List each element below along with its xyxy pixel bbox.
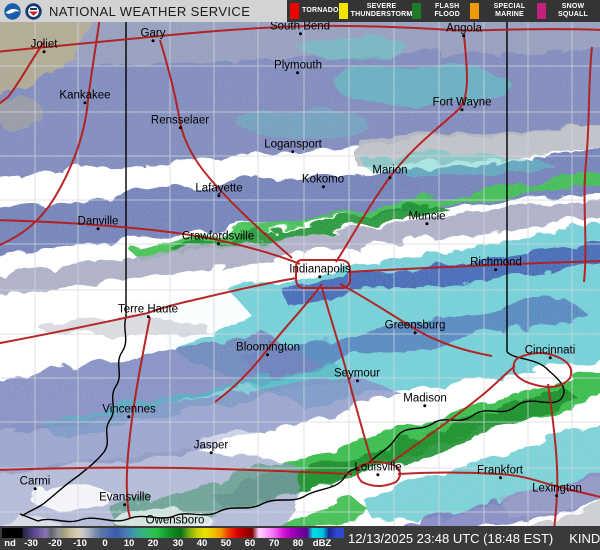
warning-legend-item: SNOW SQUALL bbox=[537, 3, 597, 19]
colorbar-tick-70: 70 bbox=[268, 538, 280, 549]
warning-label: SEVERE THUNDERSTORM bbox=[350, 2, 413, 18]
highway-i75 bbox=[547, 383, 559, 526]
warning-label: SPECIAL MARINE bbox=[493, 2, 526, 18]
state-borders bbox=[19, 22, 565, 523]
highway-i65-south bbox=[321, 287, 373, 463]
highway-i74-southeast bbox=[339, 283, 493, 357]
wabash-river-border bbox=[21, 316, 127, 517]
reflectivity-colorbar bbox=[2, 528, 344, 538]
highway-i57 bbox=[0, 22, 101, 246]
highway-sr37 bbox=[214, 283, 323, 403]
warning-color-swatch bbox=[469, 3, 479, 19]
status-bar: nd -30 -20 -10 0 10 20 30 40 50 60 70 80 dBZ 12/13/20… bbox=[0, 526, 600, 550]
colorbar-tick-10: 10 bbox=[123, 538, 135, 549]
colorbar-tick--30: -30 bbox=[24, 538, 38, 549]
warning-label: TORNADO bbox=[302, 6, 339, 14]
highways bbox=[0, 22, 600, 526]
colorbar-tick-60: 60 bbox=[244, 538, 256, 549]
colorbar-tick-30: 30 bbox=[172, 538, 184, 549]
warning-legend-item: TORNADO bbox=[290, 3, 339, 19]
highway-i64-west bbox=[0, 466, 353, 475]
highway-i74-west bbox=[0, 219, 301, 265]
header-bar: NATIONAL WEATHER SERVICE TORNADO SEVERE … bbox=[0, 0, 600, 22]
warning-color-swatch bbox=[412, 3, 422, 19]
ohio-river-border bbox=[19, 351, 565, 523]
highway-louisville-beltway bbox=[356, 461, 401, 487]
colorbar-tick-nd: nd bbox=[4, 538, 16, 549]
radar-map[interactable]: Joliet Gary South Bend Angola Plymouth Kankak… bbox=[0, 22, 600, 526]
colorbar-tick--20: -20 bbox=[48, 538, 62, 549]
colorbar-ticks: nd -30 -20 -10 0 10 20 30 40 50 60 70 80 dBZ bbox=[2, 538, 348, 549]
warning-color-swatch bbox=[338, 3, 348, 19]
warning-color-swatch bbox=[290, 3, 299, 19]
warning-label: SNOW SQUALL bbox=[558, 2, 588, 18]
colorbar-tick-dBZ: dBZ bbox=[312, 538, 332, 549]
highway-i70-west bbox=[0, 277, 298, 345]
highway-i64-east bbox=[397, 471, 600, 498]
highway-us41 bbox=[125, 316, 151, 519]
warning-label: FLASH FLOOD bbox=[434, 2, 460, 18]
colorbar-tick-0: 0 bbox=[102, 538, 108, 549]
agency-title: NATIONAL WEATHER SERVICE bbox=[49, 3, 251, 19]
highway-i65-north bbox=[159, 39, 293, 259]
highway-cincinnati-beltway bbox=[512, 352, 573, 388]
warning-legend-item: FLASH FLOOD bbox=[412, 3, 470, 19]
radar-station-id: KIND bbox=[569, 530, 600, 546]
highway-oh-route bbox=[583, 46, 593, 283]
colorbar-tick-40: 40 bbox=[196, 538, 208, 549]
highway-i55 bbox=[0, 41, 45, 105]
nws-logo-icon bbox=[25, 2, 42, 20]
colorbar-tick-80: 80 bbox=[292, 538, 304, 549]
header-branding: NATIONAL WEATHER SERVICE bbox=[0, 0, 287, 22]
status-text: 12/13/2025 23:48 UTC (18:48 EST) KIND bbox=[348, 526, 600, 550]
timestamp: 12/13/2025 23:48 UTC (18:48 EST) bbox=[348, 530, 554, 546]
highway-indy-beltway bbox=[295, 259, 351, 289]
colorbar-tick-50: 50 bbox=[220, 538, 232, 549]
warning-legend-item: SPECIAL MARINE bbox=[469, 2, 537, 19]
radar-noise-texture bbox=[0, 22, 600, 526]
colorbar-tick-20: 20 bbox=[147, 538, 159, 549]
noaa-logo-icon bbox=[4, 2, 21, 20]
colorbar-tick--10: -10 bbox=[73, 538, 87, 549]
warning-legend: TORNADO SEVERE THUNDERSTORM FLASH FLOOD … bbox=[287, 0, 600, 22]
highway-i71 bbox=[391, 365, 516, 463]
warning-color-swatch bbox=[537, 3, 547, 19]
warning-legend-item: SEVERE THUNDERSTORM bbox=[338, 2, 413, 19]
highway-toll-road bbox=[0, 24, 600, 53]
highway-i69 bbox=[335, 33, 468, 263]
highway-i70-east bbox=[347, 260, 600, 273]
radar-canvas[interactable] bbox=[0, 22, 600, 526]
